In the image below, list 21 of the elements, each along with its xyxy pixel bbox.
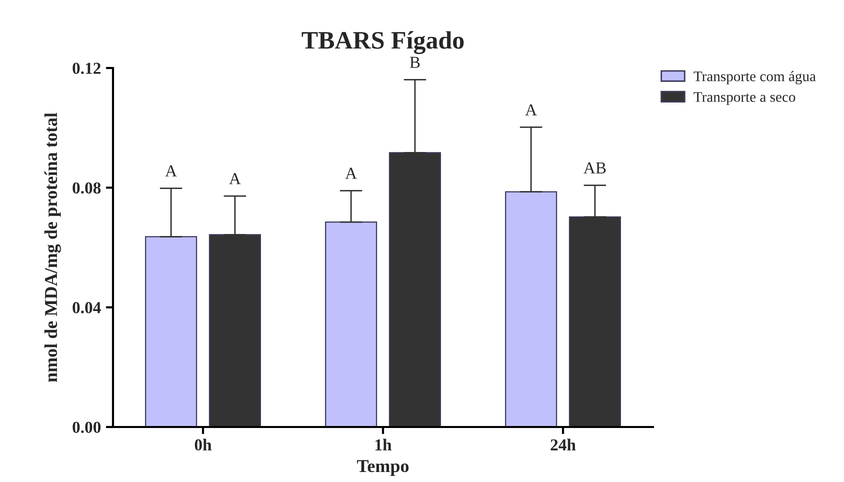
y-tick-label: 0.00: [72, 422, 101, 434]
x-tick-label: 24h: [550, 438, 576, 450]
y-tick-label: 0.08: [72, 182, 101, 194]
y-tick-label: 0.04: [72, 302, 101, 314]
annotation: A: [345, 168, 357, 179]
chart-title: TBARS Fígado: [302, 31, 464, 54]
bar: [145, 236, 198, 427]
bar: [325, 222, 378, 427]
annotation: A: [165, 165, 177, 176]
y-tick-label: 0.12: [72, 62, 100, 74]
annotation: AB: [584, 162, 606, 174]
x-axis-title: Tempo: [357, 460, 409, 476]
legend-label: Transporte com água: [694, 70, 816, 84]
annotation: A: [525, 104, 537, 116]
legend-label: Transporte a seco: [694, 92, 796, 105]
bar: [505, 191, 558, 427]
y-axis-title: nmol de MDA/mg de proteína total: [44, 112, 61, 382]
x-tick-label: 0h: [194, 438, 212, 451]
x-tick-label: 1h: [376, 438, 392, 450]
text: B: [410, 56, 420, 68]
annotation: A: [229, 173, 241, 184]
